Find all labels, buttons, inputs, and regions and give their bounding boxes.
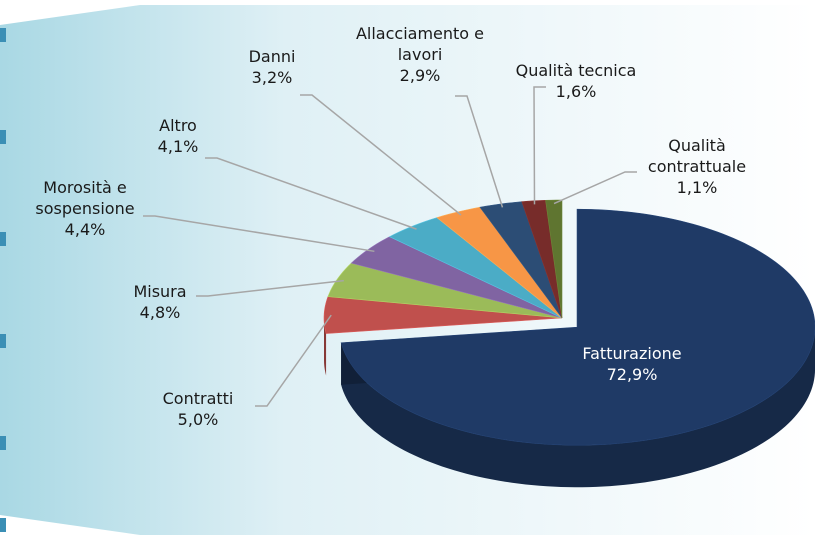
leader-line xyxy=(553,171,637,205)
value-label: 5,0% xyxy=(177,410,219,429)
edge-tab xyxy=(0,28,6,42)
slice-top xyxy=(545,199,563,319)
data-label: Qualità tecnica 1,6% xyxy=(496,60,656,102)
data-label: Allacciamento e lavori 2,9% xyxy=(345,23,495,86)
edge-tab xyxy=(0,130,6,144)
leader-line xyxy=(196,279,344,297)
slice-side xyxy=(341,328,815,488)
leader-line xyxy=(300,94,462,216)
value-label: 4,1% xyxy=(157,137,199,156)
leader-line xyxy=(143,215,375,253)
leader-line xyxy=(455,95,504,208)
slice-top xyxy=(340,208,815,446)
data-label: Fatturazione 72,9% xyxy=(552,343,712,385)
value-label: 72,9% xyxy=(606,365,658,384)
edge-tab xyxy=(0,334,6,348)
pie-slice xyxy=(340,208,815,488)
edge-tab xyxy=(0,436,6,450)
category-label: Contratti xyxy=(162,389,234,408)
leader-line xyxy=(205,157,417,230)
category-label: Allacciamento e lavori xyxy=(355,24,485,64)
slice-top xyxy=(350,236,563,319)
slice-top xyxy=(388,217,563,319)
edge-tab xyxy=(0,232,6,246)
category-label: Misura xyxy=(133,282,187,301)
value-label: 1,1% xyxy=(676,178,718,197)
category-label: Fatturazione xyxy=(582,344,682,363)
value-label: 3,2% xyxy=(251,68,293,87)
data-label: Danni 3,2% xyxy=(232,46,312,88)
value-label: 4,8% xyxy=(139,303,181,322)
leader-line xyxy=(533,86,546,205)
data-label: Morosità e sospensione 4,4% xyxy=(25,177,145,240)
category-label: Altro xyxy=(159,116,197,135)
pie-slice xyxy=(350,236,563,319)
value-label: 2,9% xyxy=(399,66,441,85)
value-label: 1,6% xyxy=(555,82,597,101)
slice-top xyxy=(323,296,563,334)
slice-top xyxy=(327,262,563,319)
edge-tab xyxy=(0,518,6,532)
category-label: Qualità tecnica xyxy=(515,61,637,80)
data-label: Contratti 5,0% xyxy=(138,388,258,430)
pie-slice xyxy=(545,199,563,319)
leader-line xyxy=(255,314,332,407)
pie-slice xyxy=(388,217,563,319)
category-label: Morosità e sospensione xyxy=(35,178,135,218)
pie-slice xyxy=(323,296,563,376)
data-label: Misura 4,8% xyxy=(110,281,210,323)
data-label: Qualità contrattuale 1,1% xyxy=(642,135,752,198)
category-label: Danni xyxy=(248,47,296,66)
value-label: 4,4% xyxy=(64,220,106,239)
data-label: Altro 4,1% xyxy=(138,115,218,157)
pie-slice xyxy=(327,262,563,319)
category-label: Qualità contrattuale xyxy=(647,136,747,176)
